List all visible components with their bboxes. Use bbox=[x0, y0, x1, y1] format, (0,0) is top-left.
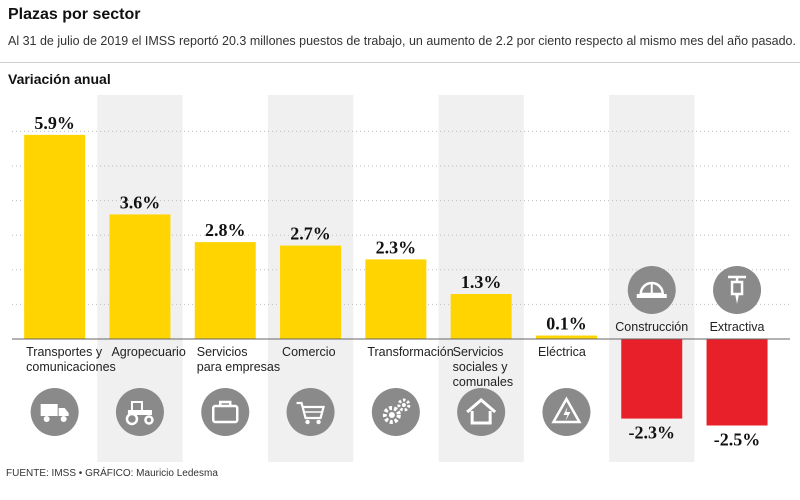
data-label: -2.3% bbox=[629, 423, 676, 443]
gears-icon bbox=[371, 388, 420, 436]
drill-icon bbox=[713, 266, 762, 314]
category-label: Transformación bbox=[367, 345, 453, 359]
category-label: Agropecuario bbox=[111, 345, 185, 359]
bar bbox=[280, 245, 342, 339]
section-title: Variación anual bbox=[8, 71, 111, 87]
category-label: Servicios para empresas bbox=[197, 345, 280, 374]
truck-icon bbox=[30, 388, 79, 436]
category-label: Comercio bbox=[282, 345, 336, 359]
bar bbox=[535, 335, 597, 339]
data-label: 2.8% bbox=[205, 220, 246, 240]
data-label: 2.7% bbox=[290, 224, 331, 244]
bar bbox=[24, 134, 86, 339]
tractor-icon bbox=[115, 388, 164, 436]
bar bbox=[109, 214, 171, 339]
category-label: Extractiva bbox=[710, 320, 765, 334]
bar bbox=[365, 259, 427, 339]
house-icon bbox=[457, 388, 506, 436]
bar bbox=[194, 242, 256, 339]
bar bbox=[706, 339, 768, 426]
bar bbox=[450, 294, 512, 339]
category-label: Eléctrica bbox=[538, 345, 586, 359]
category-label: Transportes y comunicaciones bbox=[26, 345, 116, 374]
data-label: -2.5% bbox=[714, 430, 761, 450]
electricity-icon bbox=[542, 388, 591, 436]
chart-subtitle: Al 31 de julio de 2019 el IMSS reportó 2… bbox=[8, 34, 796, 48]
category-label: Servicios sociales y comunales bbox=[453, 345, 513, 389]
data-label: 3.6% bbox=[120, 192, 161, 212]
briefcase-icon bbox=[201, 388, 250, 436]
category-label: Construcción bbox=[615, 320, 688, 334]
source-note: FUENTE: IMSS • GRÁFICO: Mauricio Ledesma bbox=[6, 468, 218, 479]
shopping-cart-icon bbox=[286, 388, 335, 436]
data-label: 5.9% bbox=[34, 113, 75, 133]
bar bbox=[621, 339, 683, 419]
data-label: 0.1% bbox=[546, 314, 587, 334]
chart-title: Plazas por sector bbox=[8, 6, 141, 23]
hard-hat-icon bbox=[627, 266, 676, 314]
data-label: 1.3% bbox=[461, 272, 502, 292]
data-label: 2.3% bbox=[376, 237, 417, 257]
header-divider bbox=[0, 62, 800, 63]
